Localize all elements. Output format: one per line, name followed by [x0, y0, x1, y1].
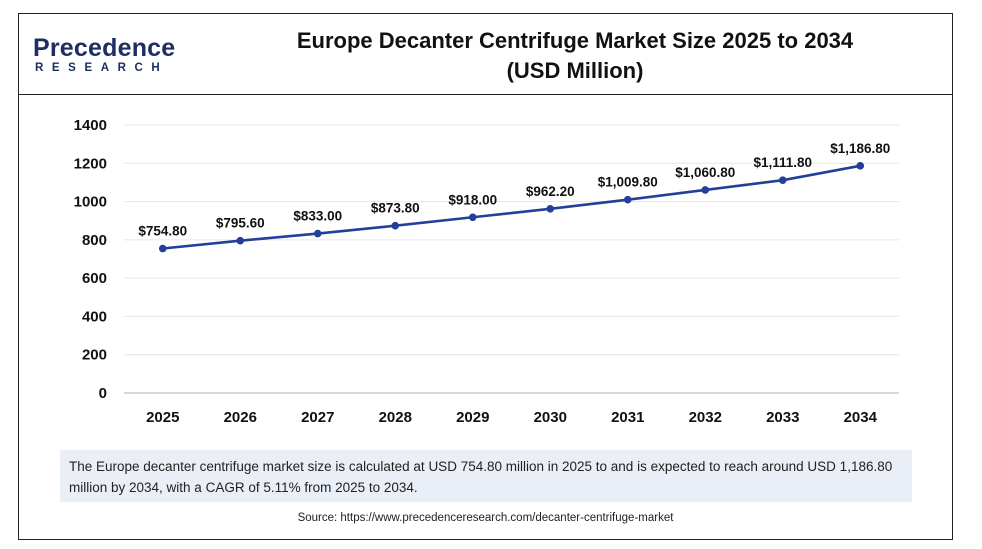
data-label: $833.00	[293, 209, 342, 224]
y-tick-label: 600	[82, 270, 107, 287]
data-point	[468, 213, 477, 222]
brand-sub: RESEARCH	[35, 62, 169, 74]
x-tick-label: 2033	[766, 409, 799, 426]
summary-note: The Europe decanter centrifuge market si…	[60, 450, 912, 502]
chart-title-line2: (USD Million)	[506, 58, 644, 83]
chart-title-line1: Europe Decanter Centrifuge Market Size 2…	[296, 28, 854, 53]
x-tick-label: 2034	[844, 409, 878, 426]
x-tick-label: 2025	[146, 409, 179, 426]
chart-frame: Precedence RESEARCH Europe Decanter Cent…	[18, 13, 953, 540]
x-tick-label: 2028	[379, 409, 412, 426]
data-point	[313, 229, 322, 238]
data-label: $1,060.80	[675, 165, 735, 180]
data-point	[701, 186, 710, 194]
y-tick-label: 1000	[74, 194, 107, 211]
series-line	[162, 164, 861, 250]
brand-name: Precedence	[33, 34, 176, 62]
y-tick-label: 200	[82, 347, 107, 364]
data-point	[546, 205, 555, 213]
data-point	[158, 244, 167, 253]
data-point	[236, 236, 245, 245]
x-tick-label: 2027	[301, 409, 334, 426]
x-tick-label: 2029	[456, 409, 489, 426]
data-point	[778, 176, 787, 184]
data-point	[391, 221, 400, 230]
data-label: $918.00	[448, 192, 497, 207]
x-tick-label: 2032	[689, 409, 722, 426]
y-tick-label: 1200	[74, 155, 107, 172]
data-label: $1,111.80	[753, 155, 812, 170]
brand-logo: Precedence RESEARCH	[33, 34, 183, 78]
y-tick-label: 1400	[74, 117, 107, 134]
header: Precedence RESEARCH Europe Decanter Cent…	[19, 14, 952, 95]
line-chart: 0 200 400 600 800 1000 1200 1400 2025 2026 2027 202…	[74, 117, 899, 426]
data-label: $1,186.80	[830, 141, 890, 156]
data-point	[623, 195, 632, 204]
y-tick-label: 800	[82, 232, 107, 249]
x-tick-label: 2026	[224, 409, 257, 426]
y-tick-label: 0	[99, 385, 107, 402]
y-tick-label: 400	[82, 308, 107, 325]
data-label: $873.80	[371, 201, 420, 216]
source-text: Source: https://www.precedenceresearch.c…	[297, 512, 674, 524]
data-label: $1,009.80	[598, 175, 658, 190]
data-label: $795.60	[216, 216, 265, 231]
data-label: $754.80	[138, 224, 187, 239]
x-tick-label: 2031	[611, 409, 644, 426]
x-tick-label: 2030	[534, 409, 567, 426]
chart-title: Europe Decanter Centrifuge Market Size 2…	[219, 26, 931, 86]
data-point	[856, 162, 865, 170]
data-label: $962.20	[526, 184, 575, 199]
